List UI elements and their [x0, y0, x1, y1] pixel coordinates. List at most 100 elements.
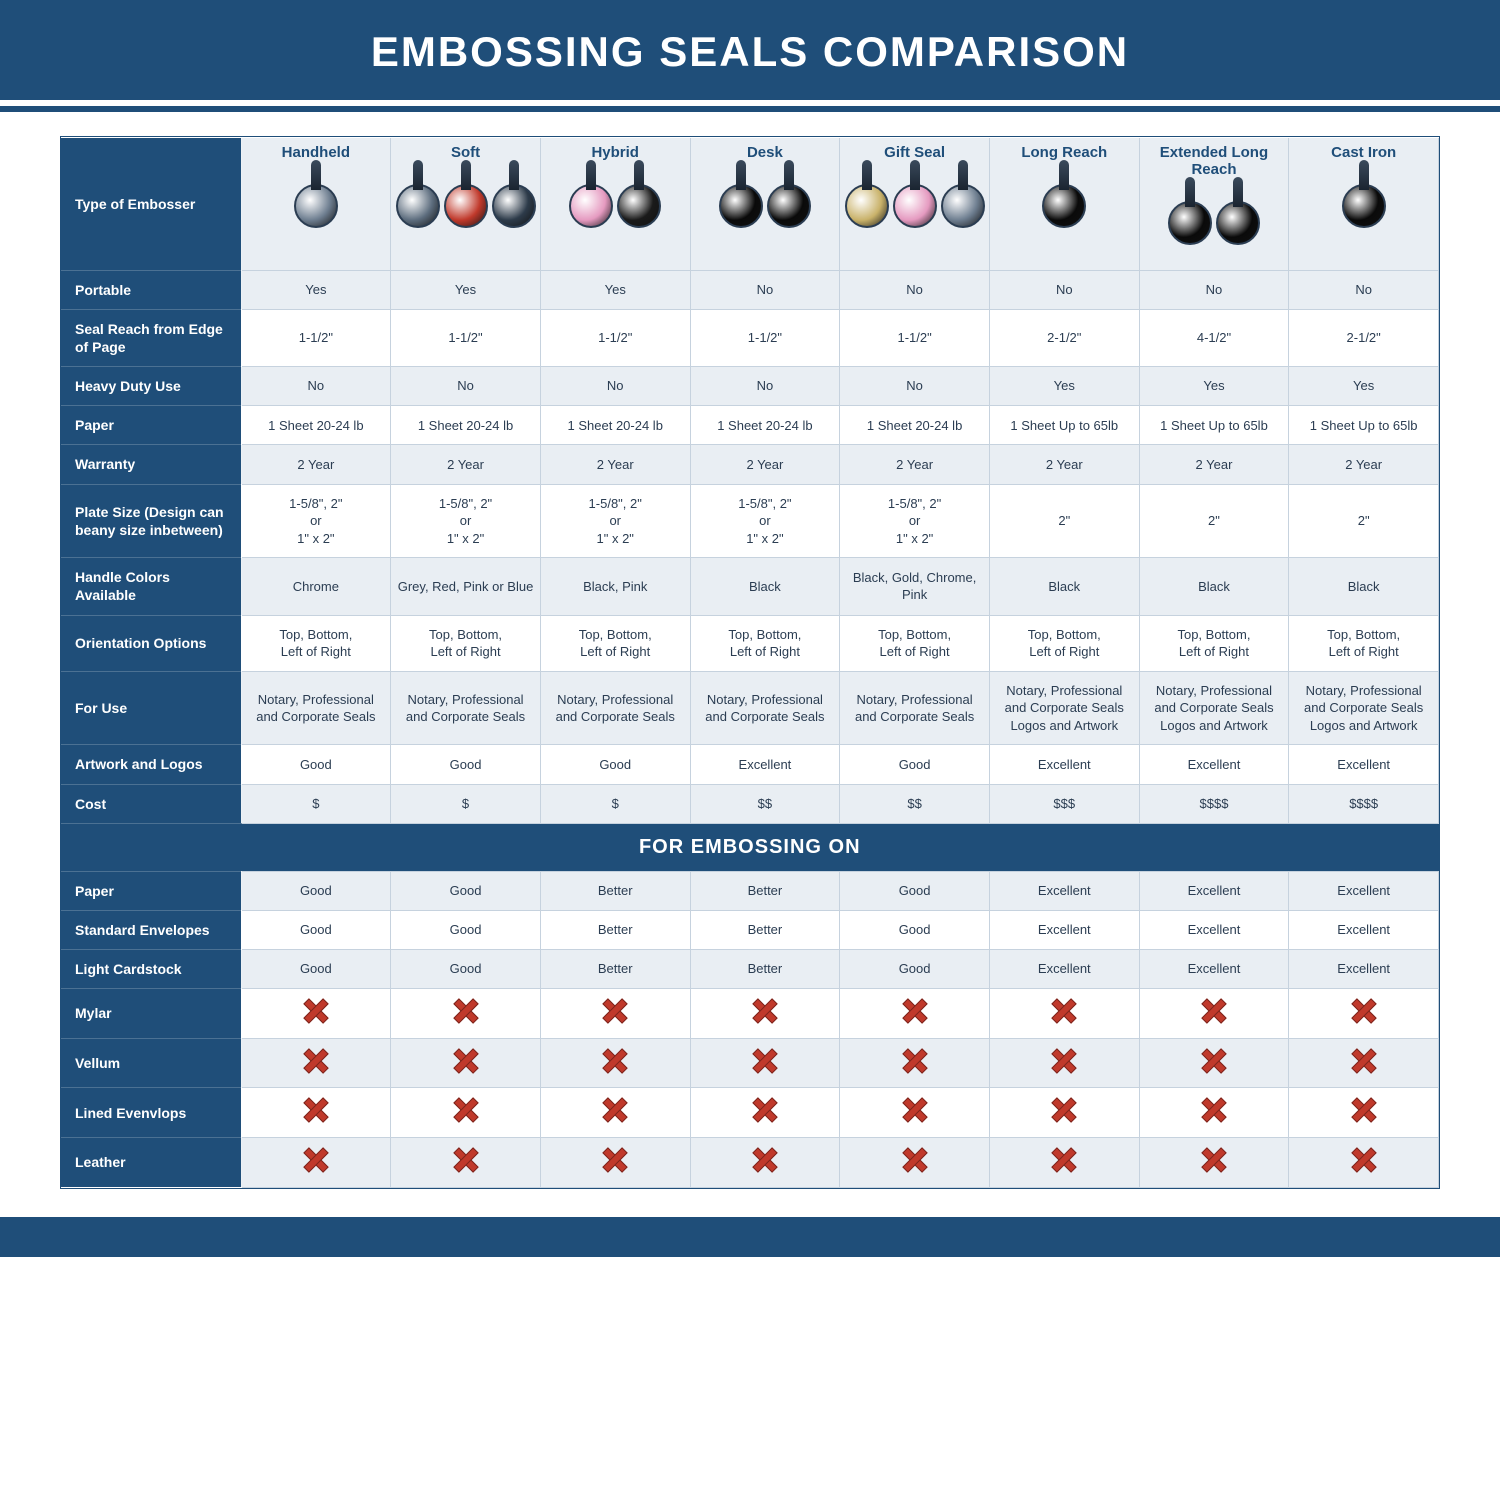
- cell: Top, Bottom,Left of Right: [1289, 615, 1439, 671]
- table-row: Orientation OptionsTop, Bottom,Left of R…: [61, 615, 1439, 671]
- cell: [241, 1038, 391, 1088]
- x-icon: [603, 1049, 627, 1073]
- cell: [391, 989, 541, 1039]
- row-label: For Use: [61, 671, 241, 745]
- cell: Yes: [391, 270, 541, 309]
- cell: Good: [391, 871, 541, 910]
- x-icon: [903, 999, 927, 1023]
- cell: $$$$: [1289, 784, 1439, 823]
- cell: No: [989, 270, 1139, 309]
- cell: Yes: [241, 270, 391, 309]
- page-title: EMBOSSING SEALS COMPARISON: [0, 0, 1500, 100]
- x-icon: [304, 1049, 328, 1073]
- cell: Excellent: [1289, 950, 1439, 989]
- row-label: Artwork and Logos: [61, 745, 241, 784]
- cell: 2": [1139, 484, 1289, 558]
- table-row: Light CardstockGoodGoodBetterBetterGoodE…: [61, 950, 1439, 989]
- cell: Good: [391, 745, 541, 784]
- cell: Grey, Red, Pink or Blue: [391, 558, 541, 615]
- cell: [989, 1137, 1139, 1187]
- x-icon: [1052, 1148, 1076, 1172]
- row-label: Warranty: [61, 445, 241, 484]
- embosser-icon: [695, 161, 836, 251]
- x-icon: [1352, 1098, 1376, 1122]
- x-icon: [1052, 999, 1076, 1023]
- column-label: Gift Seal: [844, 144, 985, 161]
- cell: [1289, 1137, 1439, 1187]
- cell: Notary, Professional and Corporate Seals: [690, 671, 840, 745]
- cell: 2 Year: [1289, 445, 1439, 484]
- cell: No: [540, 367, 690, 406]
- cell: No: [840, 270, 990, 309]
- cell: Top, Bottom,Left of Right: [690, 615, 840, 671]
- cell: $: [540, 784, 690, 823]
- cell: [1139, 989, 1289, 1039]
- row-label: Lined Evenvlops: [61, 1088, 241, 1138]
- cell: 1 Sheet Up to 65lb: [1139, 406, 1289, 445]
- cell: Better: [540, 910, 690, 949]
- cell: $: [391, 784, 541, 823]
- cell: Good: [241, 950, 391, 989]
- cell: [690, 1038, 840, 1088]
- cell: [540, 1137, 690, 1187]
- cell: $$$: [989, 784, 1139, 823]
- embosser-icon: [246, 161, 387, 251]
- x-icon: [1202, 999, 1226, 1023]
- x-icon: [603, 999, 627, 1023]
- cell: 1-5/8", 2"or1" x 2": [540, 484, 690, 558]
- x-icon: [454, 1049, 478, 1073]
- table-row: Standard EnvelopesGoodGoodBetterBetterGo…: [61, 910, 1439, 949]
- table-row: Warranty2 Year2 Year2 Year2 Year2 Year2 …: [61, 445, 1439, 484]
- cell: Black: [989, 558, 1139, 615]
- cell: Excellent: [1139, 910, 1289, 949]
- cell: Excellent: [1139, 950, 1289, 989]
- x-icon: [903, 1049, 927, 1073]
- cell: Excellent: [1139, 871, 1289, 910]
- cell: Good: [840, 950, 990, 989]
- cell: Excellent: [989, 745, 1139, 784]
- cell: Notary, Professional and Corporate Seals…: [989, 671, 1139, 745]
- cell: 1-5/8", 2"or1" x 2": [690, 484, 840, 558]
- row-label: Mylar: [61, 989, 241, 1039]
- section-for-embossing-on: FOR EMBOSSING ON: [61, 823, 1439, 871]
- cell: 2 Year: [1139, 445, 1289, 484]
- column-label: Hybrid: [545, 144, 686, 161]
- x-icon: [1052, 1049, 1076, 1073]
- cell: Good: [840, 745, 990, 784]
- cell: Excellent: [989, 910, 1139, 949]
- x-icon: [1352, 1049, 1376, 1073]
- table-row: Plate Size (Design can beany size inbetw…: [61, 484, 1439, 558]
- table-row: PortableYesYesYesNoNoNoNoNo: [61, 270, 1439, 309]
- cell: 2": [1289, 484, 1439, 558]
- table-row: Artwork and LogosGoodGoodGoodExcellentGo…: [61, 745, 1439, 784]
- comparison-table: Type of Embosser HandheldSoftHybridDeskG…: [60, 136, 1440, 1189]
- cell: 2": [989, 484, 1139, 558]
- x-icon: [753, 1049, 777, 1073]
- type-of-embosser-header: Type of Embosser: [61, 138, 241, 271]
- cell: Good: [840, 910, 990, 949]
- column-label: Cast Iron: [1293, 144, 1434, 161]
- x-icon: [454, 1148, 478, 1172]
- embosser-icon: [1144, 178, 1285, 268]
- x-icon: [753, 1098, 777, 1122]
- cell: 1 Sheet 20-24 lb: [690, 406, 840, 445]
- cell: Notary, Professional and Corporate Seals…: [1289, 671, 1439, 745]
- cell: Chrome: [241, 558, 391, 615]
- x-icon: [1352, 999, 1376, 1023]
- cell: Yes: [989, 367, 1139, 406]
- cell: Notary, Professional and Corporate Seals: [391, 671, 541, 745]
- cell: Good: [241, 910, 391, 949]
- table-row: Cost$$$$$$$$$$$$$$$$$$: [61, 784, 1439, 823]
- cell: 1 Sheet Up to 65lb: [1289, 406, 1439, 445]
- cell: 1-1/2": [391, 309, 541, 366]
- embosser-icon: [994, 161, 1135, 251]
- cell: 1-5/8", 2"or1" x 2": [391, 484, 541, 558]
- cell: Yes: [1139, 367, 1289, 406]
- cell: 2-1/2": [989, 309, 1139, 366]
- cell: $$$$: [1139, 784, 1289, 823]
- cell: 2 Year: [989, 445, 1139, 484]
- x-icon: [1052, 1098, 1076, 1122]
- cell: 1-1/2": [540, 309, 690, 366]
- cell: Good: [241, 871, 391, 910]
- cell: Notary, Professional and Corporate Seals: [840, 671, 990, 745]
